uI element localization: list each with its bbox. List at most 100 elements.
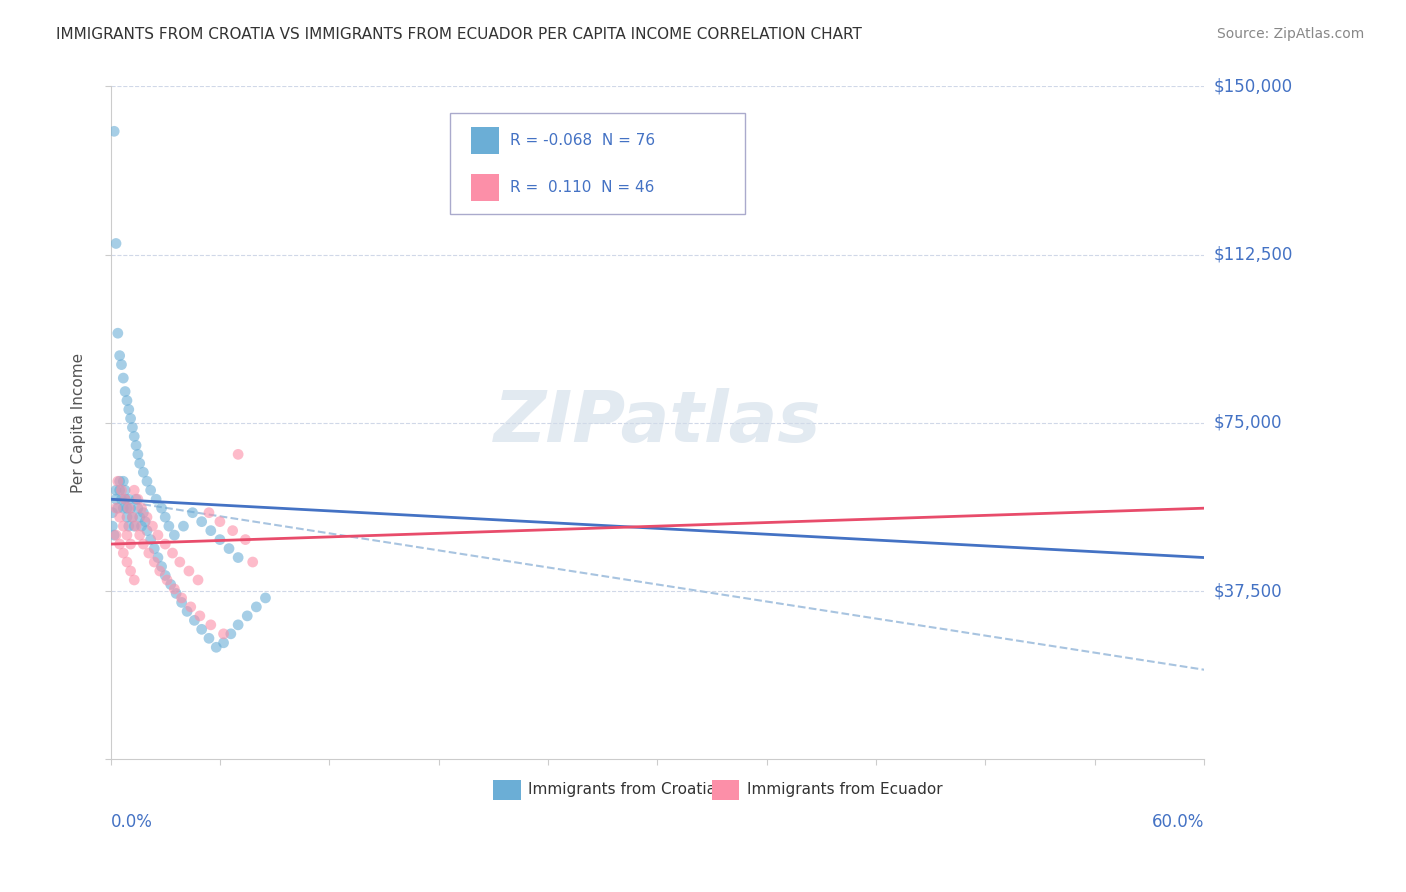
Point	[128, 456, 150, 470]
Bar	[471, 174, 499, 201]
Point	[112, 501, 135, 516]
Point	[121, 510, 143, 524]
Point	[157, 519, 180, 533]
Point	[198, 632, 221, 646]
Y-axis label: Per Capita Income: Per Capita Income	[72, 353, 86, 493]
Text: $112,500: $112,500	[1213, 245, 1292, 264]
Point	[105, 528, 128, 542]
Point	[103, 124, 125, 138]
Text: R = -0.068  N = 76: R = -0.068 N = 76	[510, 133, 655, 148]
Point	[187, 573, 209, 587]
Point	[122, 519, 145, 533]
Point	[118, 492, 141, 507]
Point	[105, 236, 128, 251]
Point	[181, 506, 204, 520]
Point	[245, 599, 267, 614]
Point	[114, 384, 136, 399]
Point	[120, 564, 142, 578]
Point	[131, 501, 153, 516]
Point	[115, 528, 138, 542]
Point	[141, 519, 163, 533]
Point	[163, 582, 186, 596]
Point	[118, 402, 141, 417]
Point	[121, 420, 143, 434]
Point	[226, 550, 249, 565]
Point	[110, 492, 132, 507]
Text: Source: ZipAtlas.com: Source: ZipAtlas.com	[1216, 27, 1364, 41]
Point	[169, 555, 191, 569]
Point	[108, 510, 131, 524]
Point	[136, 524, 159, 538]
Point	[200, 618, 222, 632]
Point	[125, 438, 148, 452]
Point	[127, 501, 149, 516]
Point	[127, 447, 149, 461]
Point	[205, 640, 228, 655]
Point	[128, 528, 150, 542]
Point	[112, 519, 135, 533]
FancyBboxPatch shape	[450, 113, 745, 214]
Point	[115, 555, 138, 569]
Point	[134, 515, 156, 529]
Point	[101, 506, 124, 520]
Point	[219, 627, 242, 641]
Text: $150,000: $150,000	[1213, 78, 1292, 95]
Point	[136, 510, 159, 524]
Point	[122, 573, 145, 587]
Text: 0.0%: 0.0%	[111, 814, 152, 831]
Point	[212, 627, 235, 641]
Point	[122, 483, 145, 498]
Point	[155, 510, 177, 524]
Point	[108, 475, 131, 489]
Point	[221, 524, 243, 538]
Point	[172, 519, 194, 533]
Point	[156, 573, 179, 587]
Point	[132, 537, 155, 551]
Point	[146, 550, 169, 565]
Point	[208, 533, 231, 547]
Point	[180, 599, 202, 614]
Text: R =  0.110  N = 46: R = 0.110 N = 46	[510, 180, 654, 194]
Point	[190, 623, 212, 637]
Point	[165, 586, 187, 600]
Point	[149, 564, 172, 578]
Point	[150, 559, 173, 574]
Point	[136, 475, 159, 489]
Point	[212, 636, 235, 650]
Point	[110, 358, 132, 372]
Point	[176, 604, 198, 618]
Point	[190, 515, 212, 529]
Point	[121, 510, 143, 524]
Point	[146, 528, 169, 542]
Point	[155, 537, 177, 551]
Point	[226, 447, 249, 461]
Point	[108, 349, 131, 363]
Point	[183, 613, 205, 627]
Point	[118, 519, 141, 533]
Point	[200, 524, 222, 538]
Point	[159, 577, 181, 591]
Text: ZIPatlas: ZIPatlas	[494, 388, 821, 458]
Point	[198, 506, 221, 520]
Point	[139, 533, 162, 547]
Point	[114, 492, 136, 507]
Point	[170, 591, 193, 605]
Point	[107, 475, 129, 489]
Point	[125, 492, 148, 507]
Point	[226, 618, 249, 632]
Point	[122, 429, 145, 443]
Text: $37,500: $37,500	[1213, 582, 1282, 600]
Text: Immigrants from Ecuador: Immigrants from Ecuador	[747, 782, 942, 797]
Text: $75,000: $75,000	[1213, 414, 1282, 432]
Point	[107, 501, 129, 516]
Point	[177, 564, 200, 578]
Point	[235, 533, 257, 547]
Point	[170, 595, 193, 609]
Point	[114, 492, 136, 507]
Point	[218, 541, 240, 556]
Point	[254, 591, 277, 605]
Point	[120, 537, 142, 551]
Point	[103, 528, 125, 542]
Point	[131, 519, 153, 533]
Text: IMMIGRANTS FROM CROATIA VS IMMIGRANTS FROM ECUADOR PER CAPITA INCOME CORRELATION: IMMIGRANTS FROM CROATIA VS IMMIGRANTS FR…	[56, 27, 862, 42]
